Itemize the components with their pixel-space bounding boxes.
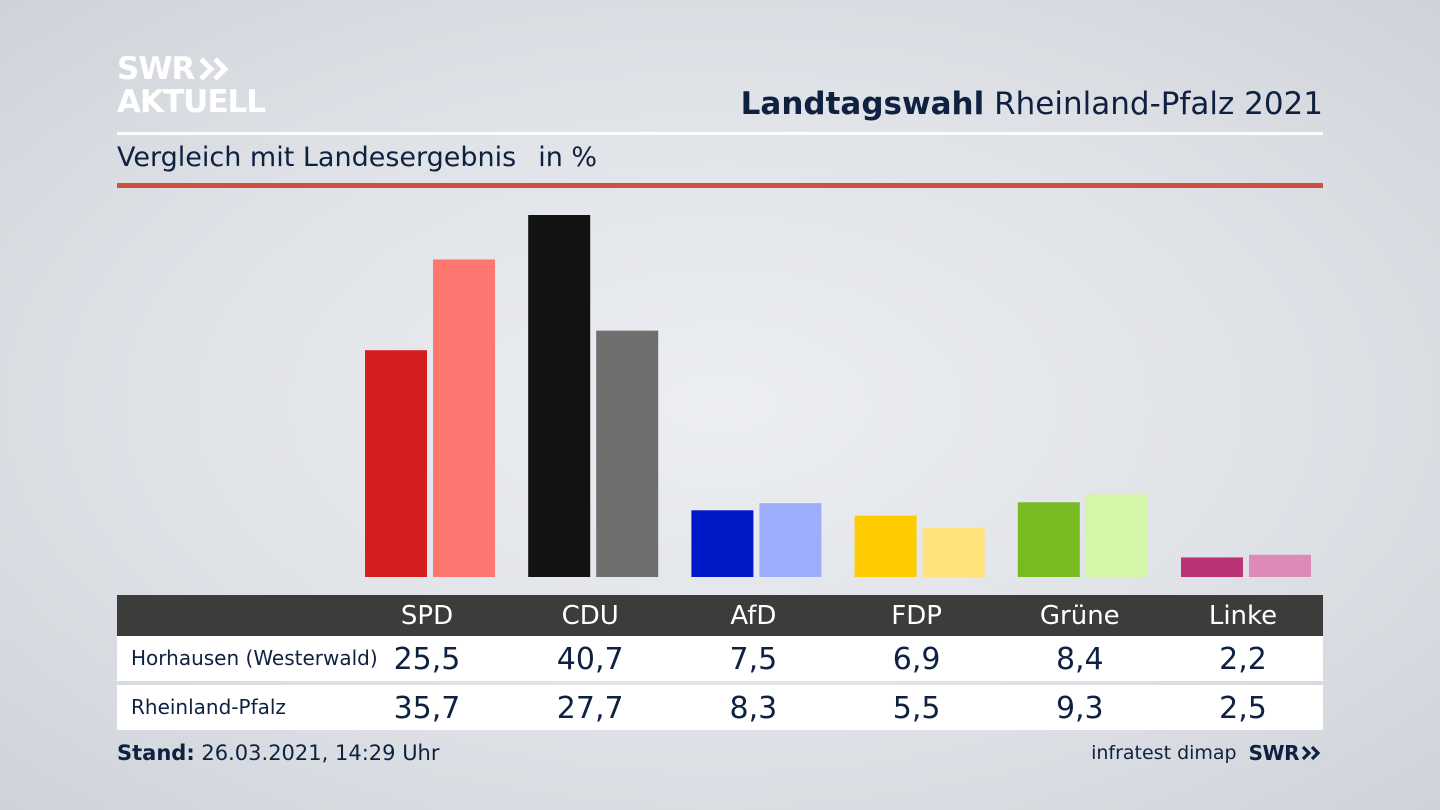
chart-subtitle: Vergleich mit Landesergebnis in % [117, 142, 597, 173]
bar-chart [365, 215, 1311, 577]
column-header-fdp: FDP [891, 601, 942, 631]
bar-fdp-local [854, 515, 917, 577]
swr-small-text: SWR [1248, 741, 1300, 765]
bar-spd-local [365, 350, 427, 577]
table-cell: 6,9 [892, 642, 941, 677]
results-table: SPD CDU AfD FDP Grüne Linke Horhausen (Wester… [117, 595, 1323, 730]
row-label: Rheinland-Pfalz [131, 695, 286, 719]
subtitle-unit: in % [538, 142, 598, 173]
column-header-spd: SPD [400, 601, 454, 631]
table-row: Horhausen (Westerwald) 25,5 40,7 7,5 6,9 8,4… [117, 636, 1323, 681]
swr-small-logo: SWR [1249, 741, 1323, 765]
logo-line1: SWR [117, 50, 195, 87]
table-row: Rheinland-Pfalz 35,7 27,7 8,3 5,5 9,3 2,5 [117, 685, 1323, 730]
table-cell: 5,5 [892, 691, 941, 726]
table-cell: 35,7 [393, 691, 461, 726]
table-cell: 7,5 [729, 642, 778, 677]
table-header: SPD CDU AfD FDP Grüne Linke [117, 595, 1323, 636]
bar-cdu-state [596, 330, 659, 577]
title-rest: Rheinland-Pfalz 2021 [994, 86, 1323, 122]
table-cell: 2,2 [1219, 642, 1267, 677]
bar-linke-local [1181, 557, 1243, 577]
bar-afd-state [759, 503, 822, 577]
row-label: Horhausen (Westerwald) [131, 646, 378, 670]
column-header-gr-ne: Grüne [1039, 601, 1120, 631]
bar-fdp-state [922, 528, 985, 577]
timestamp: Stand: 26.03.2021, 14:29 Uhr [117, 741, 440, 765]
table-cell: 8,4 [1055, 642, 1104, 677]
bar-gr-ne-local [1017, 502, 1080, 577]
bar-spd-state [433, 259, 495, 577]
table-cell: 9,3 [1055, 691, 1104, 726]
source-text: infratest dimap [1091, 742, 1237, 764]
column-header-afd: AfD [730, 601, 777, 631]
bar-afd-local [691, 510, 754, 577]
column-header-cdu: CDU [561, 601, 619, 631]
double-chevron-icon [1301, 745, 1321, 761]
bar-gr-ne-state [1085, 494, 1148, 577]
subtitle-text: Vergleich mit Landesergebnis [117, 142, 517, 173]
stand-label: Stand: [117, 741, 195, 765]
swr-aktuell-logo: SWR AKTUELL [117, 50, 266, 120]
table-cell: 40,7 [556, 642, 624, 677]
column-header-linke: Linke [1208, 601, 1278, 631]
table-cell: 27,7 [556, 691, 624, 726]
page-title: Landtagswahl Rheinland-Pfalz 2021 [741, 86, 1323, 122]
table-cell: 2,5 [1219, 691, 1267, 726]
header-divider [117, 132, 1323, 135]
bar-linke-state [1249, 554, 1311, 577]
subtitle-divider [117, 183, 1323, 188]
table-cell: 25,5 [393, 642, 461, 677]
stand-value: 26.03.2021, 14:29 Uhr [201, 741, 440, 765]
title-bold: Landtagswahl [740, 86, 985, 122]
table-cell: 8,3 [729, 691, 778, 726]
double-chevron-icon [199, 57, 229, 81]
logo-line2: AKTUELL [117, 84, 266, 120]
bar-cdu-local [528, 215, 591, 577]
source-credit: infratest dimap SWR [1091, 741, 1323, 765]
